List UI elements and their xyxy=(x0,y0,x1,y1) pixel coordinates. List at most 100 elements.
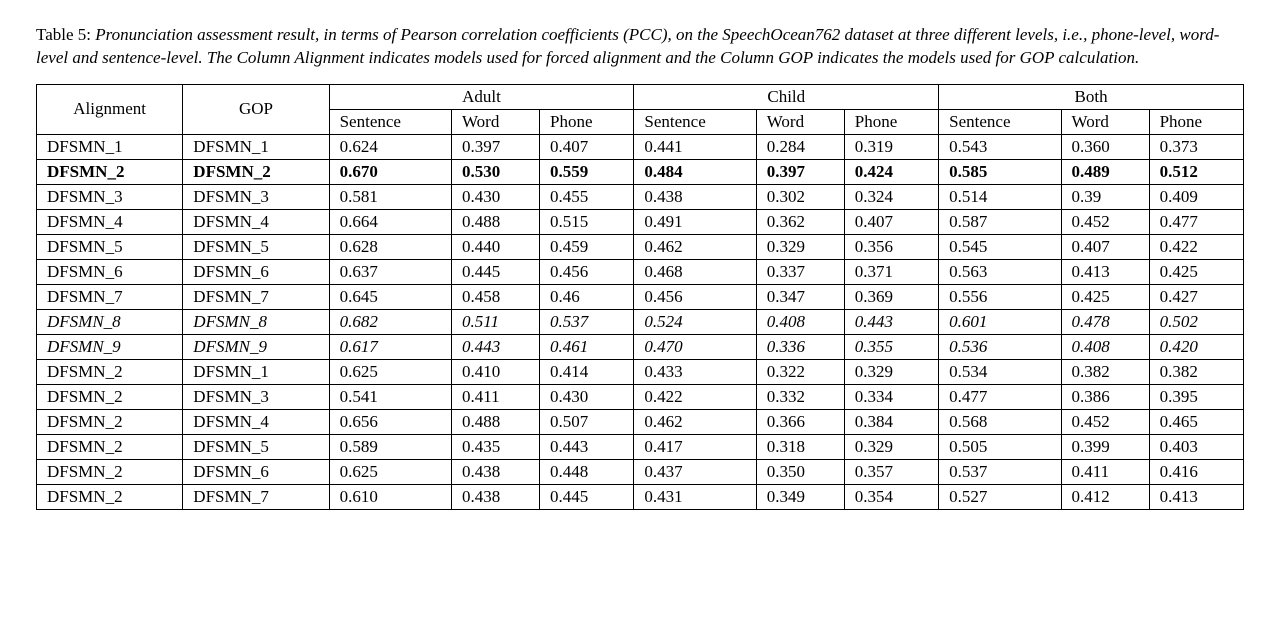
table-cell: 0.438 xyxy=(634,184,756,209)
table-cell: 0.465 xyxy=(1149,409,1243,434)
group-both: Both xyxy=(939,84,1244,109)
table-cell: 0.438 xyxy=(451,459,539,484)
group-child: Child xyxy=(634,84,939,109)
table-cell: 0.403 xyxy=(1149,434,1243,459)
table-cell: 0.329 xyxy=(756,234,844,259)
table-cell: DFSMN_1 xyxy=(183,134,329,159)
table-cell: 0.511 xyxy=(451,309,539,334)
caption-label: Table 5: xyxy=(36,25,91,44)
table-cell: 0.452 xyxy=(1061,209,1149,234)
sub-sentence: Sentence xyxy=(329,109,451,134)
table-cell: 0.399 xyxy=(1061,434,1149,459)
table-cell: 0.318 xyxy=(756,434,844,459)
table-cell: 0.568 xyxy=(939,409,1061,434)
table-cell: 0.477 xyxy=(939,384,1061,409)
table-cell: 0.430 xyxy=(451,184,539,209)
table-cell: 0.334 xyxy=(844,384,938,409)
table-cell: 0.484 xyxy=(634,159,756,184)
table-cell: 0.624 xyxy=(329,134,451,159)
table-cell: 0.488 xyxy=(451,409,539,434)
table-cell: DFSMN_8 xyxy=(37,309,183,334)
sub-phone: Phone xyxy=(1149,109,1243,134)
table-cell: 0.628 xyxy=(329,234,451,259)
table-cell: 0.427 xyxy=(1149,284,1243,309)
table-cell: 0.420 xyxy=(1149,334,1243,359)
table-cell: 0.362 xyxy=(756,209,844,234)
table-cell: 0.332 xyxy=(756,384,844,409)
sub-word: Word xyxy=(1061,109,1149,134)
table-cell: 0.413 xyxy=(1061,259,1149,284)
table-cell: 0.366 xyxy=(756,409,844,434)
table-cell: 0.456 xyxy=(634,284,756,309)
table-cell: DFSMN_7 xyxy=(37,284,183,309)
table-cell: 0.369 xyxy=(844,284,938,309)
sub-phone: Phone xyxy=(844,109,938,134)
table-cell: 0.407 xyxy=(844,209,938,234)
table-cell: 0.587 xyxy=(939,209,1061,234)
table-row: DFSMN_7DFSMN_70.6450.4580.460.4560.3470.… xyxy=(37,284,1244,309)
table-cell: 0.625 xyxy=(329,459,451,484)
table-cell: 0.470 xyxy=(634,334,756,359)
table-row: DFSMN_6DFSMN_60.6370.4450.4560.4680.3370… xyxy=(37,259,1244,284)
table-cell: 0.625 xyxy=(329,359,451,384)
table-cell: 0.478 xyxy=(1061,309,1149,334)
table-cell: 0.462 xyxy=(634,409,756,434)
table-cell: 0.414 xyxy=(540,359,634,384)
table-row: DFSMN_2DFSMN_50.5890.4350.4430.4170.3180… xyxy=(37,434,1244,459)
table-cell: 0.637 xyxy=(329,259,451,284)
table-cell: 0.581 xyxy=(329,184,451,209)
table-cell: 0.462 xyxy=(634,234,756,259)
table-cell: 0.347 xyxy=(756,284,844,309)
table-cell: 0.329 xyxy=(844,434,938,459)
table-cell: 0.502 xyxy=(1149,309,1243,334)
table-cell: 0.461 xyxy=(540,334,634,359)
table-cell: 0.417 xyxy=(634,434,756,459)
table-cell: 0.397 xyxy=(756,159,844,184)
table-cell: 0.589 xyxy=(329,434,451,459)
table-cell: DFSMN_7 xyxy=(183,284,329,309)
table-cell: DFSMN_2 xyxy=(37,384,183,409)
table-cell: 0.413 xyxy=(1149,484,1243,509)
table-cell: 0.397 xyxy=(451,134,539,159)
table-cell: 0.656 xyxy=(329,409,451,434)
table-cell: 0.514 xyxy=(939,184,1061,209)
table-cell: 0.373 xyxy=(1149,134,1243,159)
table-cell: 0.524 xyxy=(634,309,756,334)
table-cell: 0.507 xyxy=(540,409,634,434)
table-cell: DFSMN_5 xyxy=(183,234,329,259)
table-row: DFSMN_3DFSMN_30.5810.4300.4550.4380.3020… xyxy=(37,184,1244,209)
table-cell: 0.322 xyxy=(756,359,844,384)
table-cell: DFSMN_3 xyxy=(37,184,183,209)
table-cell: 0.477 xyxy=(1149,209,1243,234)
table-cell: 0.410 xyxy=(451,359,539,384)
table-cell: DFSMN_8 xyxy=(183,309,329,334)
table-cell: 0.601 xyxy=(939,309,1061,334)
table-cell: 0.530 xyxy=(451,159,539,184)
table-cell: 0.336 xyxy=(756,334,844,359)
table-cell: 0.424 xyxy=(844,159,938,184)
caption-text: Pronunciation assessment result, in term… xyxy=(36,25,1219,67)
table-cell: 0.39 xyxy=(1061,184,1149,209)
table-cell: 0.324 xyxy=(844,184,938,209)
table-cell: 0.440 xyxy=(451,234,539,259)
table-cell: 0.337 xyxy=(756,259,844,284)
table-cell: 0.319 xyxy=(844,134,938,159)
table-cell: 0.543 xyxy=(939,134,1061,159)
table-cell: DFSMN_2 xyxy=(183,159,329,184)
table-cell: 0.445 xyxy=(451,259,539,284)
sub-word: Word xyxy=(756,109,844,134)
table-cell: 0.645 xyxy=(329,284,451,309)
table-cell: 0.411 xyxy=(1061,459,1149,484)
table-cell: DFSMN_2 xyxy=(37,409,183,434)
table-cell: DFSMN_4 xyxy=(183,409,329,434)
table-cell: 0.382 xyxy=(1149,359,1243,384)
table-cell: 0.545 xyxy=(939,234,1061,259)
table-cell: 0.443 xyxy=(844,309,938,334)
table-cell: 0.411 xyxy=(451,384,539,409)
col-gop: GOP xyxy=(183,84,329,134)
table-cell: 0.452 xyxy=(1061,409,1149,434)
table-cell: 0.329 xyxy=(844,359,938,384)
sub-phone: Phone xyxy=(540,109,634,134)
table-cell: DFSMN_9 xyxy=(183,334,329,359)
table-cell: DFSMN_2 xyxy=(37,359,183,384)
